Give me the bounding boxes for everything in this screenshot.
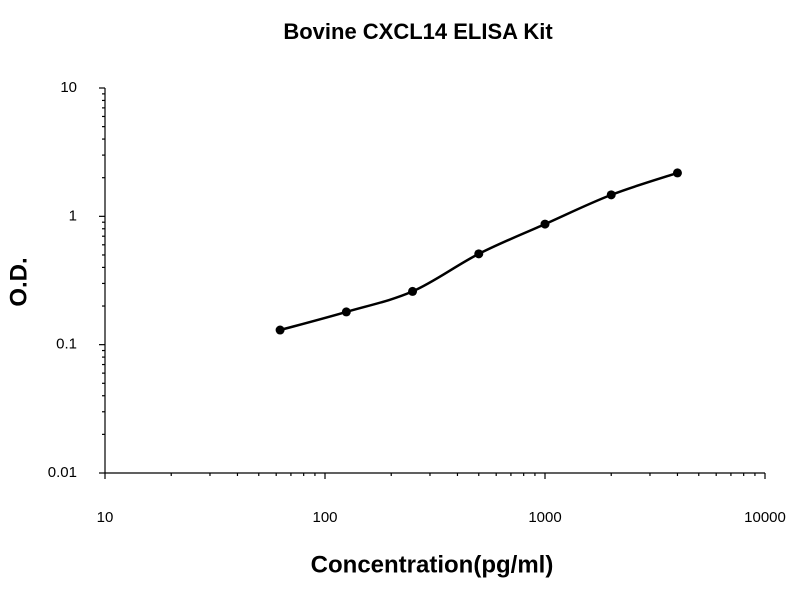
point [474, 249, 484, 259]
y-tick-label: 1 [69, 207, 77, 224]
point [540, 219, 550, 229]
y-tick-label: 0.01 [48, 464, 77, 481]
point [672, 168, 682, 178]
x-axis-title: Concentration(pg/ml) [311, 551, 554, 578]
x-tick-label: 100 [312, 509, 337, 526]
y-tick-label: 10 [60, 79, 77, 96]
point [275, 325, 285, 335]
x-tick-label: 1000 [528, 509, 561, 526]
x-tick-label: 10000 [744, 509, 786, 526]
point [408, 286, 418, 296]
point [341, 307, 351, 317]
y-axis-title: O.D. [5, 257, 32, 306]
x-tick-label: 10 [97, 509, 114, 526]
point [606, 190, 616, 200]
chart-title: Bovine CXCL14 ELISA Kit [283, 19, 553, 44]
y-tick-label: 0.1 [56, 336, 77, 353]
